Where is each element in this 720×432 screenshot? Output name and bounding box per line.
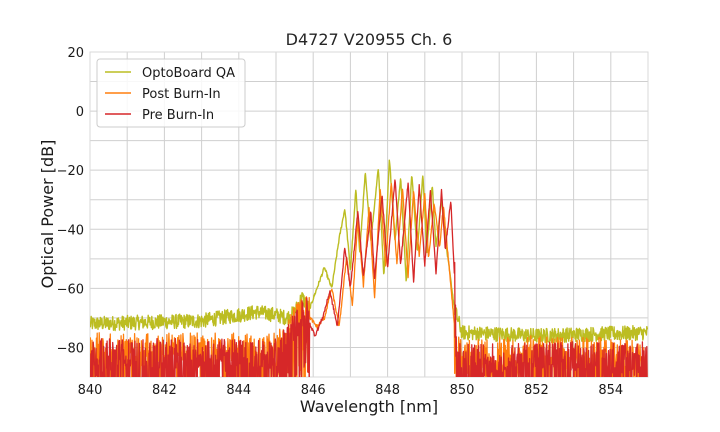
y-axis-ticks: 20 0 −20 −40 −60 −80 [57, 46, 84, 356]
y-tick-label: −80 [57, 341, 84, 356]
x-tick-label: 852 [524, 383, 549, 398]
x-tick-label: 850 [450, 383, 475, 398]
x-axis-ticks: 840 842 844 846 848 850 852 854 [78, 383, 624, 398]
x-axis-label: Wavelength [nm] [300, 397, 438, 416]
y-tick-label: 20 [67, 46, 84, 61]
x-tick-label: 848 [375, 383, 400, 398]
legend: OptoBoard QA Post Burn-In Pre Burn-In [96, 58, 246, 128]
series-line-optoboard-qa [90, 159, 648, 344]
y-tick-label: −20 [57, 164, 84, 179]
y-tick-label: −60 [57, 282, 84, 297]
x-tick-label: 846 [301, 383, 326, 398]
y-tick-label: −40 [57, 223, 84, 238]
series-line-pre-burn-in [90, 179, 648, 377]
x-tick-label: 854 [598, 383, 623, 398]
legend-label: Pre Burn-In [142, 108, 214, 123]
plot-area [89, 51, 649, 378]
x-tick-label: 842 [152, 383, 177, 398]
y-axis-label: Optical Power [dB] [38, 140, 57, 289]
series-layer [90, 159, 648, 377]
x-tick-label: 840 [78, 383, 103, 398]
x-tick-label: 844 [226, 383, 251, 398]
legend-label: OptoBoard QA [142, 66, 235, 81]
y-tick-label: 0 [76, 105, 84, 120]
chart-title: D4727 V20955 Ch. 6 [286, 30, 453, 49]
legend-label: Post Burn-In [142, 87, 221, 102]
legend-box [96, 58, 246, 128]
